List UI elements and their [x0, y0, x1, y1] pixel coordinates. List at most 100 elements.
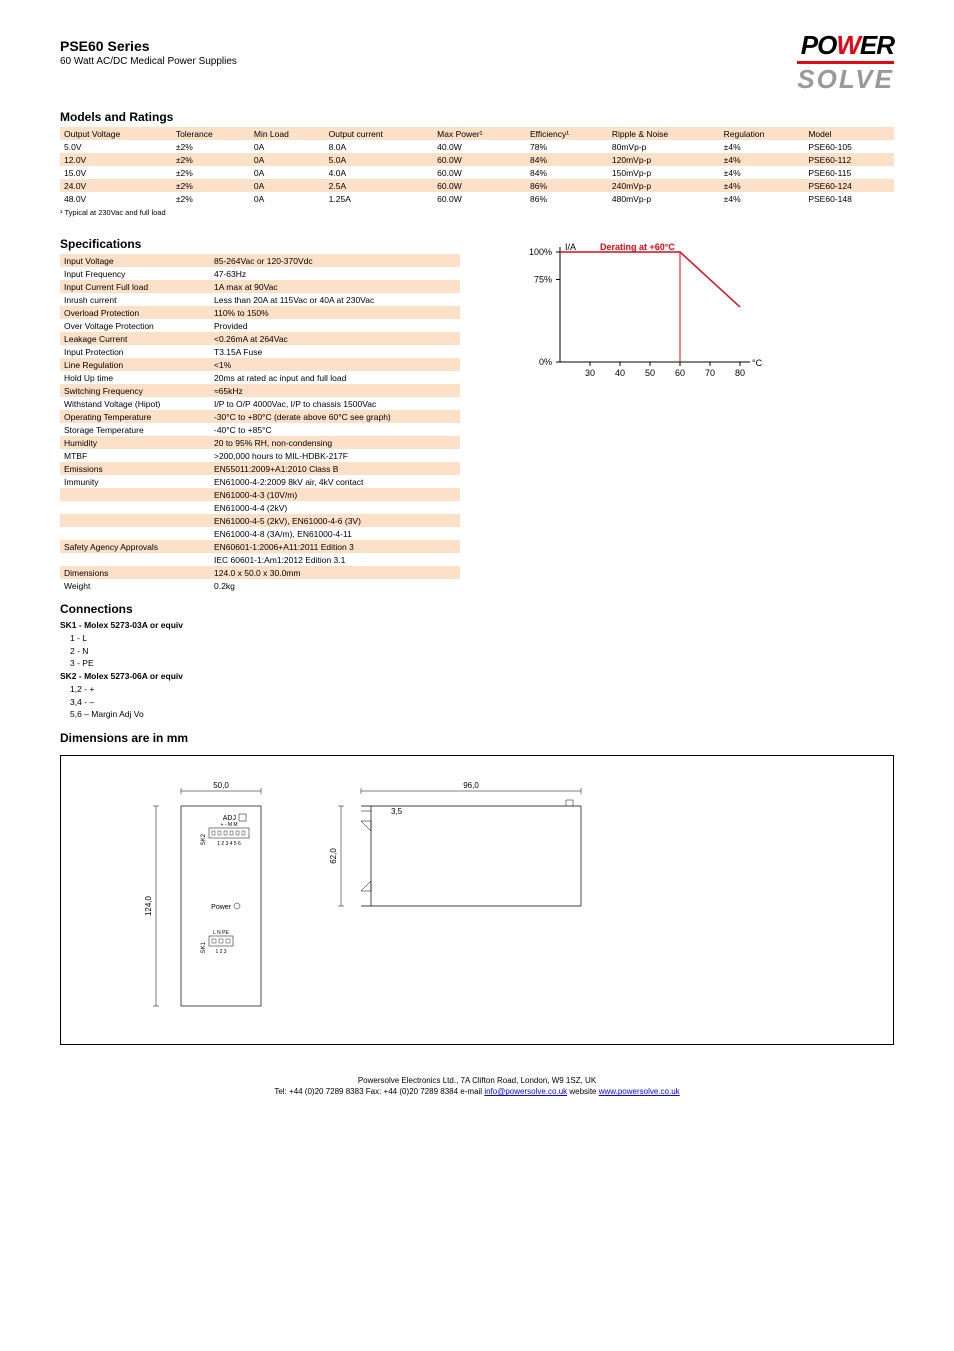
connection-item: 3 - PE [70, 657, 894, 670]
table-row: EN61000-4-3 (10V/m) [60, 488, 460, 501]
table-cell: EN60601-1:2006+A11:2011 Edition 3 [210, 540, 460, 553]
table-header-cell: Efficiency¹ [526, 127, 608, 140]
table-cell: 48.0V [60, 192, 172, 205]
table-row: Weight0.2kg [60, 579, 460, 592]
table-cell: 240mVp-p [608, 179, 720, 192]
table-cell: PSE60-115 [804, 166, 894, 179]
table-row: MTBF>200,000 hours to MIL-HDBK-217F [60, 449, 460, 462]
table-cell: 84% [526, 166, 608, 179]
table-cell: Input Protection [60, 345, 210, 358]
table-cell: 0A [250, 153, 325, 166]
table-header-cell: Regulation [720, 127, 805, 140]
table-cell: 60.0W [433, 166, 526, 179]
table-cell: <1% [210, 358, 460, 371]
table-cell: PSE60-124 [804, 179, 894, 192]
table-cell: 24.0V [60, 179, 172, 192]
table-cell: 0A [250, 179, 325, 192]
svg-text:50: 50 [645, 368, 655, 378]
svg-text:60: 60 [675, 368, 685, 378]
specs-table: Input Voltage85-264Vac or 120-370VdcInpu… [60, 254, 460, 592]
connection-item: 1 - L [70, 632, 894, 645]
table-cell: Hold Up time [60, 371, 210, 384]
table-cell: Weight [60, 579, 210, 592]
svg-text:Derating at +60°C: Derating at +60°C [600, 242, 675, 252]
table-cell: 84% [526, 153, 608, 166]
table-cell: I/P to O/P 4000Vac, I/P to chassis 1500V… [210, 397, 460, 410]
footer-email-link[interactable]: info@powersolve.co.uk [484, 1087, 567, 1096]
table-cell: 0.2kg [210, 579, 460, 592]
table-row: EN61000-4-4 (2kV) [60, 501, 460, 514]
logo-text-right: ER [860, 30, 894, 60]
svg-text:70: 70 [705, 368, 715, 378]
footer-fax: Fax: +44 (0)20 7289 8384 [366, 1087, 458, 1096]
table-row: Input Voltage85-264Vac or 120-370Vdc [60, 254, 460, 267]
product-subtitle: 60 Watt AC/DC Medical Power Supplies [60, 56, 237, 67]
table-row: Input Frequency47-63Hz [60, 267, 460, 280]
table-cell: 5.0V [60, 140, 172, 153]
table-cell: ±4% [720, 192, 805, 205]
logo-top: POWER [797, 30, 894, 61]
svg-text:75%: 75% [534, 275, 552, 285]
dimensions-section-title: Dimensions are in mm [60, 731, 894, 745]
table-cell: ±4% [720, 179, 805, 192]
table-cell: 0A [250, 192, 325, 205]
table-row: EmissionsEN55011:2009+A1:2010 Class B [60, 462, 460, 475]
table-cell: PSE60-105 [804, 140, 894, 153]
table-row: Withstand Voltage (Hipot)I/P to O/P 4000… [60, 397, 460, 410]
table-cell: EN61000-4-5 (2kV), EN61000-4-6 (3V) [210, 514, 460, 527]
table-cell: ≈65kHz [210, 384, 460, 397]
table-row: IEC 60601-1:Am1:2012 Edition 3.1 [60, 553, 460, 566]
table-cell: Provided [210, 319, 460, 332]
table-row: 48.0V±2%0A1.25A60.0W86%480mVp-p±4%PSE60-… [60, 192, 894, 205]
page-header: PSE60 Series 60 Watt AC/DC Medical Power… [60, 30, 894, 95]
table-cell [60, 501, 210, 514]
svg-text:96,0: 96,0 [463, 781, 479, 790]
table-cell: ±2% [172, 140, 250, 153]
derating-chart: 100%75%0%304050607080I/A°CDerating at +6… [510, 232, 770, 384]
table-cell: <0.26mA at 264Vac [210, 332, 460, 345]
table-cell: Emissions [60, 462, 210, 475]
footer-phone: Tel: +44 (0)20 7289 8383 [274, 1087, 363, 1096]
table-row: Safety Agency ApprovalsEN60601-1:2006+A1… [60, 540, 460, 553]
table-cell: EN61000-4-4 (2kV) [210, 501, 460, 514]
table-row: Over Voltage ProtectionProvided [60, 319, 460, 332]
table-cell: 2.5A [325, 179, 434, 192]
product-title: PSE60 Series [60, 38, 237, 54]
svg-text:SK2: SK2 [201, 833, 207, 845]
svg-text:L N PE: L N PE [213, 930, 229, 936]
svg-text:3,5: 3,5 [391, 807, 403, 816]
table-cell: 1.25A [325, 192, 434, 205]
footer-website-link[interactable]: www.powersolve.co.uk [599, 1087, 680, 1096]
footer-website-label: website [569, 1087, 598, 1096]
table-row: Leakage Current<0.26mA at 264Vac [60, 332, 460, 345]
table-row: 12.0V±2%0A5.0A60.0W84%120mVp-p±4%PSE60-1… [60, 153, 894, 166]
table-cell: Withstand Voltage (Hipot) [60, 397, 210, 410]
logo-bottom: SOLVE [797, 61, 894, 95]
table-row: Hold Up time20ms at rated ac input and f… [60, 371, 460, 384]
svg-text:+ - M M: + - M M [220, 822, 237, 828]
svg-text:40: 40 [615, 368, 625, 378]
table-cell: Storage Temperature [60, 423, 210, 436]
models-footnote: ¹ Typical at 230Vac and full load [60, 208, 894, 217]
table-cell: Safety Agency Approvals [60, 540, 210, 553]
table-cell [60, 488, 210, 501]
table-header-cell: Ripple & Noise [608, 127, 720, 140]
footer-email-label: e-mail [460, 1087, 484, 1096]
table-cell: >200,000 hours to MIL-HDBK-217F [210, 449, 460, 462]
table-row: Operating Temperature-30°C to +80°C (der… [60, 410, 460, 423]
table-cell: 5.0A [325, 153, 434, 166]
table-header-cell: Min Load [250, 127, 325, 140]
page-footer: Powersolve Electronics Ltd., 7A Clifton … [60, 1075, 894, 1097]
footer-address: 7A Clifton Road, London, W9 1SZ, UK [461, 1076, 597, 1085]
table-header-cell: Output current [325, 127, 434, 140]
table-cell: Input Frequency [60, 267, 210, 280]
table-cell: 20ms at rated ac input and full load [210, 371, 460, 384]
drawing-svg: 50,0124,0ADJSK2+ - M M1 2 3 4 5 6PowerSK… [81, 776, 873, 1024]
table-cell: Leakage Current [60, 332, 210, 345]
table-cell: 480mVp-p [608, 192, 720, 205]
table-cell: 78% [526, 140, 608, 153]
connections-section-title: Connections [60, 602, 894, 616]
table-row: Storage Temperature-40°C to +85°C [60, 423, 460, 436]
table-cell: 80mVp-p [608, 140, 720, 153]
table-cell: MTBF [60, 449, 210, 462]
